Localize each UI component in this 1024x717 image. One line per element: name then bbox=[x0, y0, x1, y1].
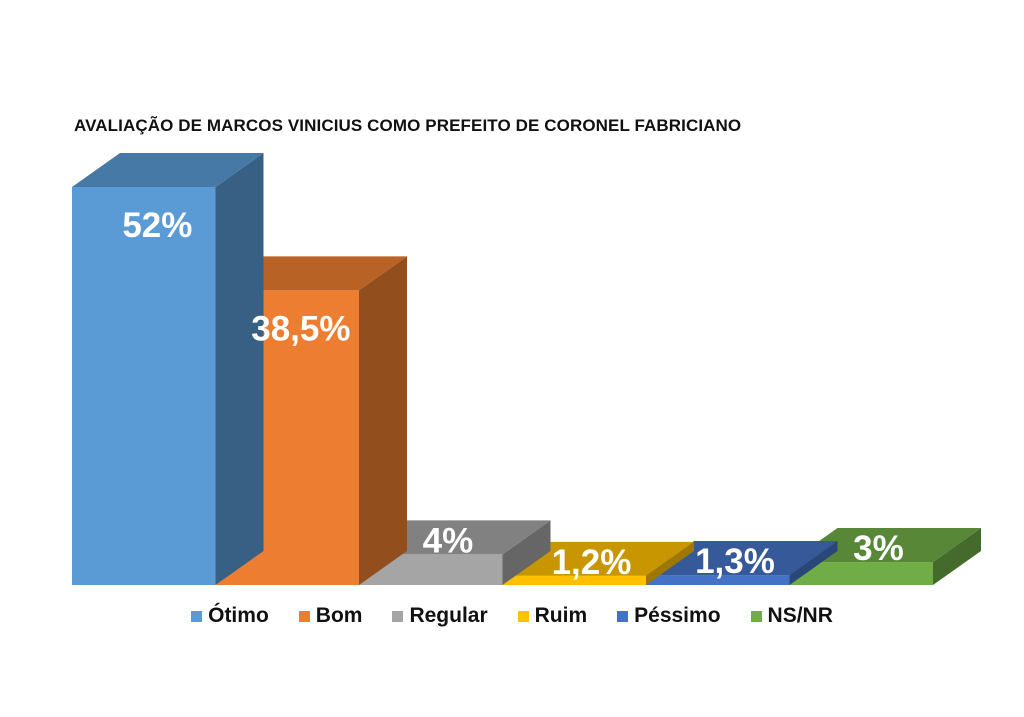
bar-front-ruim bbox=[502, 575, 646, 585]
bar-side-ns-nr bbox=[933, 528, 981, 585]
bar-top-ns-nr bbox=[789, 528, 981, 563]
bar-otimo bbox=[72, 153, 264, 585]
bar-side-regular bbox=[502, 520, 551, 585]
legend-swatch-bom bbox=[298, 610, 310, 622]
data-label-regular: 4% bbox=[423, 521, 474, 560]
legend-item-regular: Regular bbox=[392, 604, 488, 628]
data-label-ns-nr: 3% bbox=[853, 529, 904, 568]
bar-top-otimo bbox=[72, 153, 264, 187]
bar-front-ns-nr bbox=[789, 562, 933, 585]
legend-label-otimo: Ótimo bbox=[208, 604, 269, 627]
legend-swatch-ns-nr bbox=[750, 610, 762, 622]
legend-swatch-pessimo bbox=[617, 610, 629, 622]
bar-side-ruim bbox=[646, 541, 694, 585]
data-label-ruim: 1,2% bbox=[552, 543, 632, 582]
legend-swatch-ruim bbox=[517, 610, 529, 622]
bar-side-bom bbox=[359, 256, 407, 585]
data-label-otimo: 52% bbox=[122, 206, 192, 245]
legend-label-bom: Bom bbox=[315, 604, 363, 627]
legend: Ótimo Bom Regular Ruim Péssimo NS/NR bbox=[0, 604, 1024, 628]
bar-side-otimo bbox=[215, 153, 264, 585]
legend-swatch-regular bbox=[392, 610, 404, 622]
legend-item-bom: Bom bbox=[298, 604, 363, 628]
bar-ns-nr bbox=[789, 528, 981, 585]
legend-swatch-otimo bbox=[191, 610, 203, 622]
data-label-pessimo: 1,3% bbox=[695, 542, 775, 581]
legend-label-ruim: Ruim bbox=[534, 604, 588, 627]
legend-label-regular: Regular bbox=[409, 604, 488, 627]
bar-side-pessimo bbox=[789, 541, 838, 585]
legend-item-otimo: Ótimo bbox=[191, 604, 269, 628]
legend-item-pessimo: Péssimo bbox=[617, 604, 721, 628]
data-label-bom: 38,5% bbox=[251, 309, 350, 348]
chart-title: AVALIAÇÃO DE MARCOS VINICIUS COMO PREFEI… bbox=[74, 116, 742, 135]
bar-front-otimo bbox=[72, 187, 216, 585]
legend-item-ns-nr: NS/NR bbox=[750, 604, 833, 628]
legend-label-ns-nr: NS/NR bbox=[767, 604, 833, 627]
legend-item-ruim: Ruim bbox=[517, 604, 588, 628]
legend-label-pessimo: Péssimo bbox=[634, 604, 721, 627]
bar-front-pessimo bbox=[646, 575, 790, 585]
